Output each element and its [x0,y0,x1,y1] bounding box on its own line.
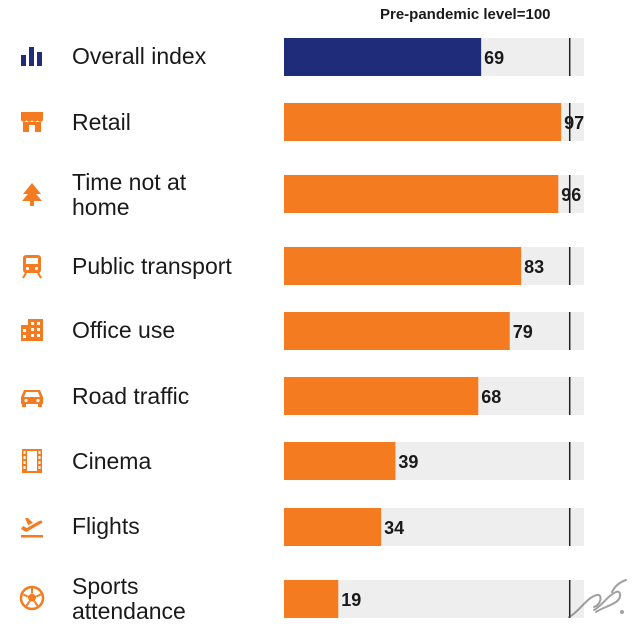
category-label: Time not at home [72,169,187,220]
bar-chart-icon [21,47,42,66]
bar [284,580,339,618]
train-icon [22,255,42,279]
chart-note: Pre-pandemic level=100 [380,6,551,23]
value-label: 19 [341,590,361,610]
value-label: 34 [384,518,404,538]
film-strip-icon [22,449,42,473]
tree-icon [22,183,42,206]
value-label: 96 [561,185,581,205]
value-label: 97 [564,113,584,133]
category-label: Road traffic [72,383,190,409]
bar [284,508,382,546]
bar [284,312,510,350]
category-label: Flights [72,513,140,539]
bar [284,247,522,285]
category-label: Cinema [72,448,152,474]
bar [284,103,562,141]
office-building-icon [21,319,43,341]
category-label: Sports attendance [72,573,186,624]
value-label: 69 [484,48,504,68]
watermark-logo [568,579,627,618]
car-icon [21,390,43,407]
value-label: 83 [524,257,544,277]
bar [284,442,396,480]
bar [284,38,482,76]
bar [284,175,559,213]
category-label: Overall index [72,43,207,69]
bar [284,377,479,415]
plane-departure-icon [21,518,43,538]
category-label: Public transport [72,253,232,279]
value-label: 39 [398,452,418,472]
value-label: 79 [513,322,533,342]
soccer-ball-icon [19,585,45,611]
category-label: Retail [72,109,131,135]
storefront-icon [21,112,43,132]
category-label: Office use [72,317,176,343]
value-label: 68 [481,387,501,407]
